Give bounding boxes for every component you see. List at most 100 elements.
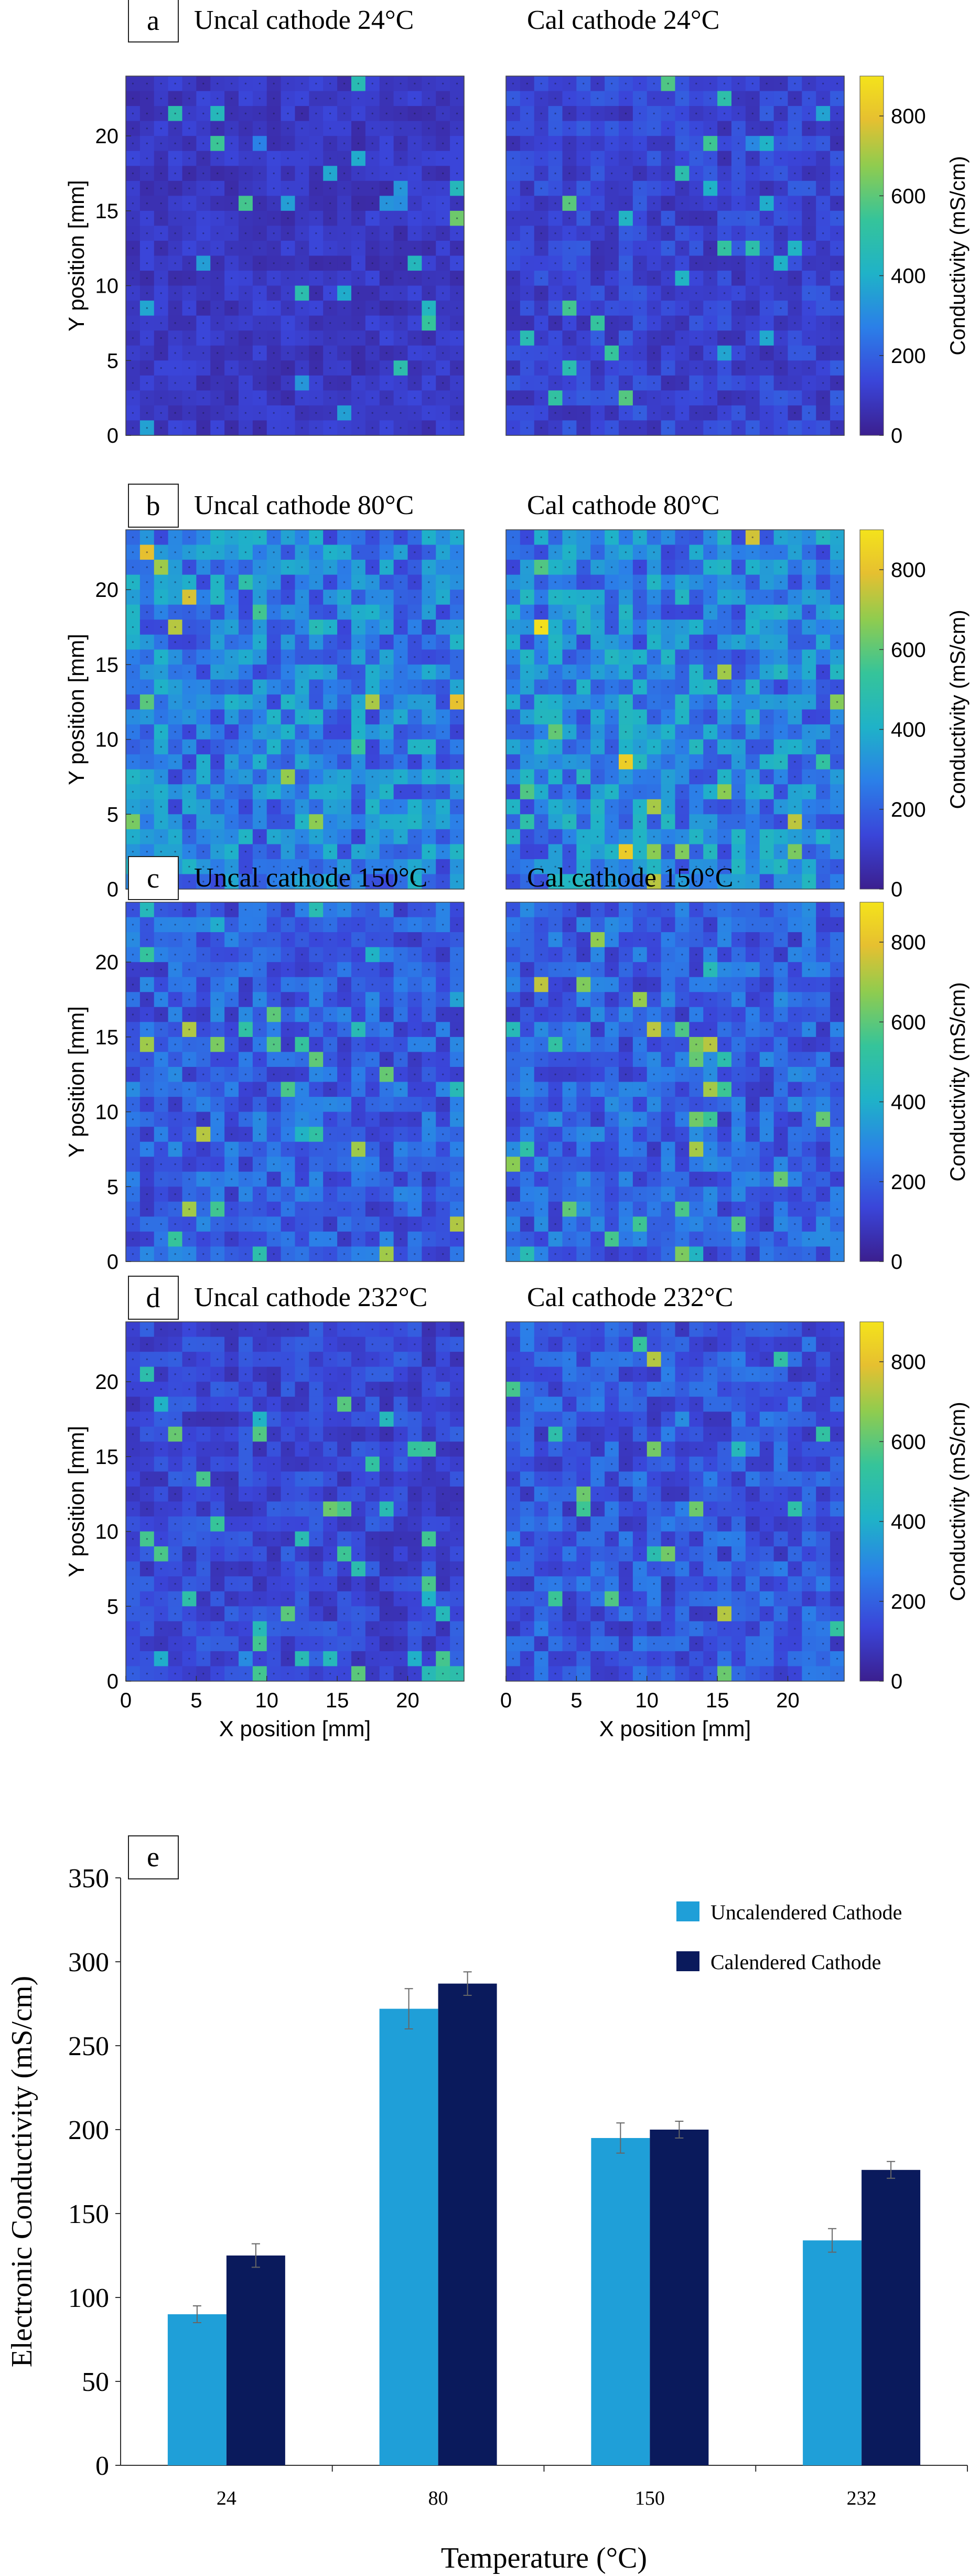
measurement-point [639, 761, 641, 763]
measurement-point [568, 247, 570, 249]
measurement-point [808, 596, 810, 598]
measurement-point [442, 836, 444, 838]
measurement-point [624, 172, 627, 175]
measurement-point [315, 806, 317, 808]
measurement-point [287, 82, 289, 84]
measurement-point [724, 851, 726, 853]
measurement-point [695, 836, 697, 838]
measurement-point [217, 790, 219, 793]
measurement-point [583, 187, 585, 189]
measurement-point [583, 397, 585, 399]
measurement-point [836, 127, 838, 130]
measurement-point [597, 716, 599, 718]
measurement-point [188, 382, 190, 384]
measurement-point [681, 626, 683, 628]
measurement-point [146, 427, 148, 429]
measurement-point [709, 307, 712, 309]
measurement-point [259, 776, 261, 778]
measurement-point [695, 247, 697, 249]
measurement-point [385, 776, 387, 778]
measurement-point [456, 626, 458, 628]
measurement-point [624, 731, 627, 733]
measurement-point [174, 731, 176, 733]
measurement-point [132, 776, 134, 778]
measurement-point [808, 761, 810, 763]
measurement-point [146, 247, 148, 249]
measurement-point [414, 112, 416, 114]
measurement-point [526, 551, 528, 553]
measurement-point [540, 157, 542, 159]
measurement-point [737, 397, 739, 399]
measurement-point [751, 790, 753, 793]
measurement-point [583, 836, 585, 838]
measurement-point [202, 157, 204, 159]
measurement-point [681, 746, 683, 748]
measurement-point [709, 172, 712, 175]
measurement-point [808, 217, 810, 219]
measurement-point [639, 611, 641, 613]
measurement-point [766, 337, 768, 339]
measurement-point [751, 127, 753, 130]
measurement-point [554, 716, 556, 718]
measurement-point [611, 82, 613, 84]
measurement-point [329, 836, 331, 838]
measurement-point [836, 776, 838, 778]
measurement-point [583, 112, 585, 114]
measurement-point [343, 836, 346, 838]
measurement-point [780, 821, 782, 823]
measurement-point [540, 626, 542, 628]
measurement-point [695, 536, 697, 538]
measurement-point [343, 551, 346, 553]
measurement-point [442, 671, 444, 673]
measurement-point [301, 671, 303, 673]
measurement-point [836, 172, 838, 175]
measurement-point [400, 232, 402, 234]
measurement-point [244, 731, 246, 733]
measurement-point [414, 382, 416, 384]
measurement-point [329, 790, 331, 793]
measurement-point [836, 566, 838, 568]
measurement-point [244, 98, 246, 100]
measurement-point [540, 142, 542, 144]
measurement-point [583, 746, 585, 748]
measurement-point [822, 641, 824, 643]
measurement-point [301, 776, 303, 778]
measurement-point [724, 172, 726, 175]
measurement-point [836, 686, 838, 688]
measurement-point [780, 142, 782, 144]
measurement-point [343, 427, 346, 429]
measurement-point [526, 187, 528, 189]
right-map-title: Cal cathode 150°C [527, 863, 733, 893]
measurement-point [400, 172, 402, 175]
measurement-point [653, 277, 655, 279]
measurement-point [132, 187, 134, 189]
measurement-point [273, 581, 275, 583]
measurement-point [301, 566, 303, 568]
measurement-point [751, 352, 753, 354]
measurement-point [385, 98, 387, 100]
measurement-point [737, 292, 739, 294]
measurement-point [624, 337, 627, 339]
measurement-point [231, 82, 233, 84]
measurement-point [695, 626, 697, 628]
measurement-point [160, 551, 162, 553]
measurement-point [822, 596, 824, 598]
measurement-point [724, 671, 726, 673]
measurement-point [400, 790, 402, 793]
measurement-point [315, 566, 317, 568]
measurement-point [794, 536, 796, 538]
measurement-point [583, 172, 585, 175]
measurement-point [315, 337, 317, 339]
measurement-point [217, 127, 219, 130]
measurement-point [512, 566, 514, 568]
measurement-point [568, 686, 570, 688]
measurement-point [414, 551, 416, 553]
measurement-point [315, 776, 317, 778]
measurement-point [695, 262, 697, 264]
y-axis-label: Y position [mm] [64, 634, 89, 785]
measurement-point [217, 427, 219, 429]
measurement-point [329, 536, 331, 538]
measurement-point [822, 881, 824, 883]
measurement-point [624, 581, 627, 583]
measurement-point [456, 761, 458, 763]
